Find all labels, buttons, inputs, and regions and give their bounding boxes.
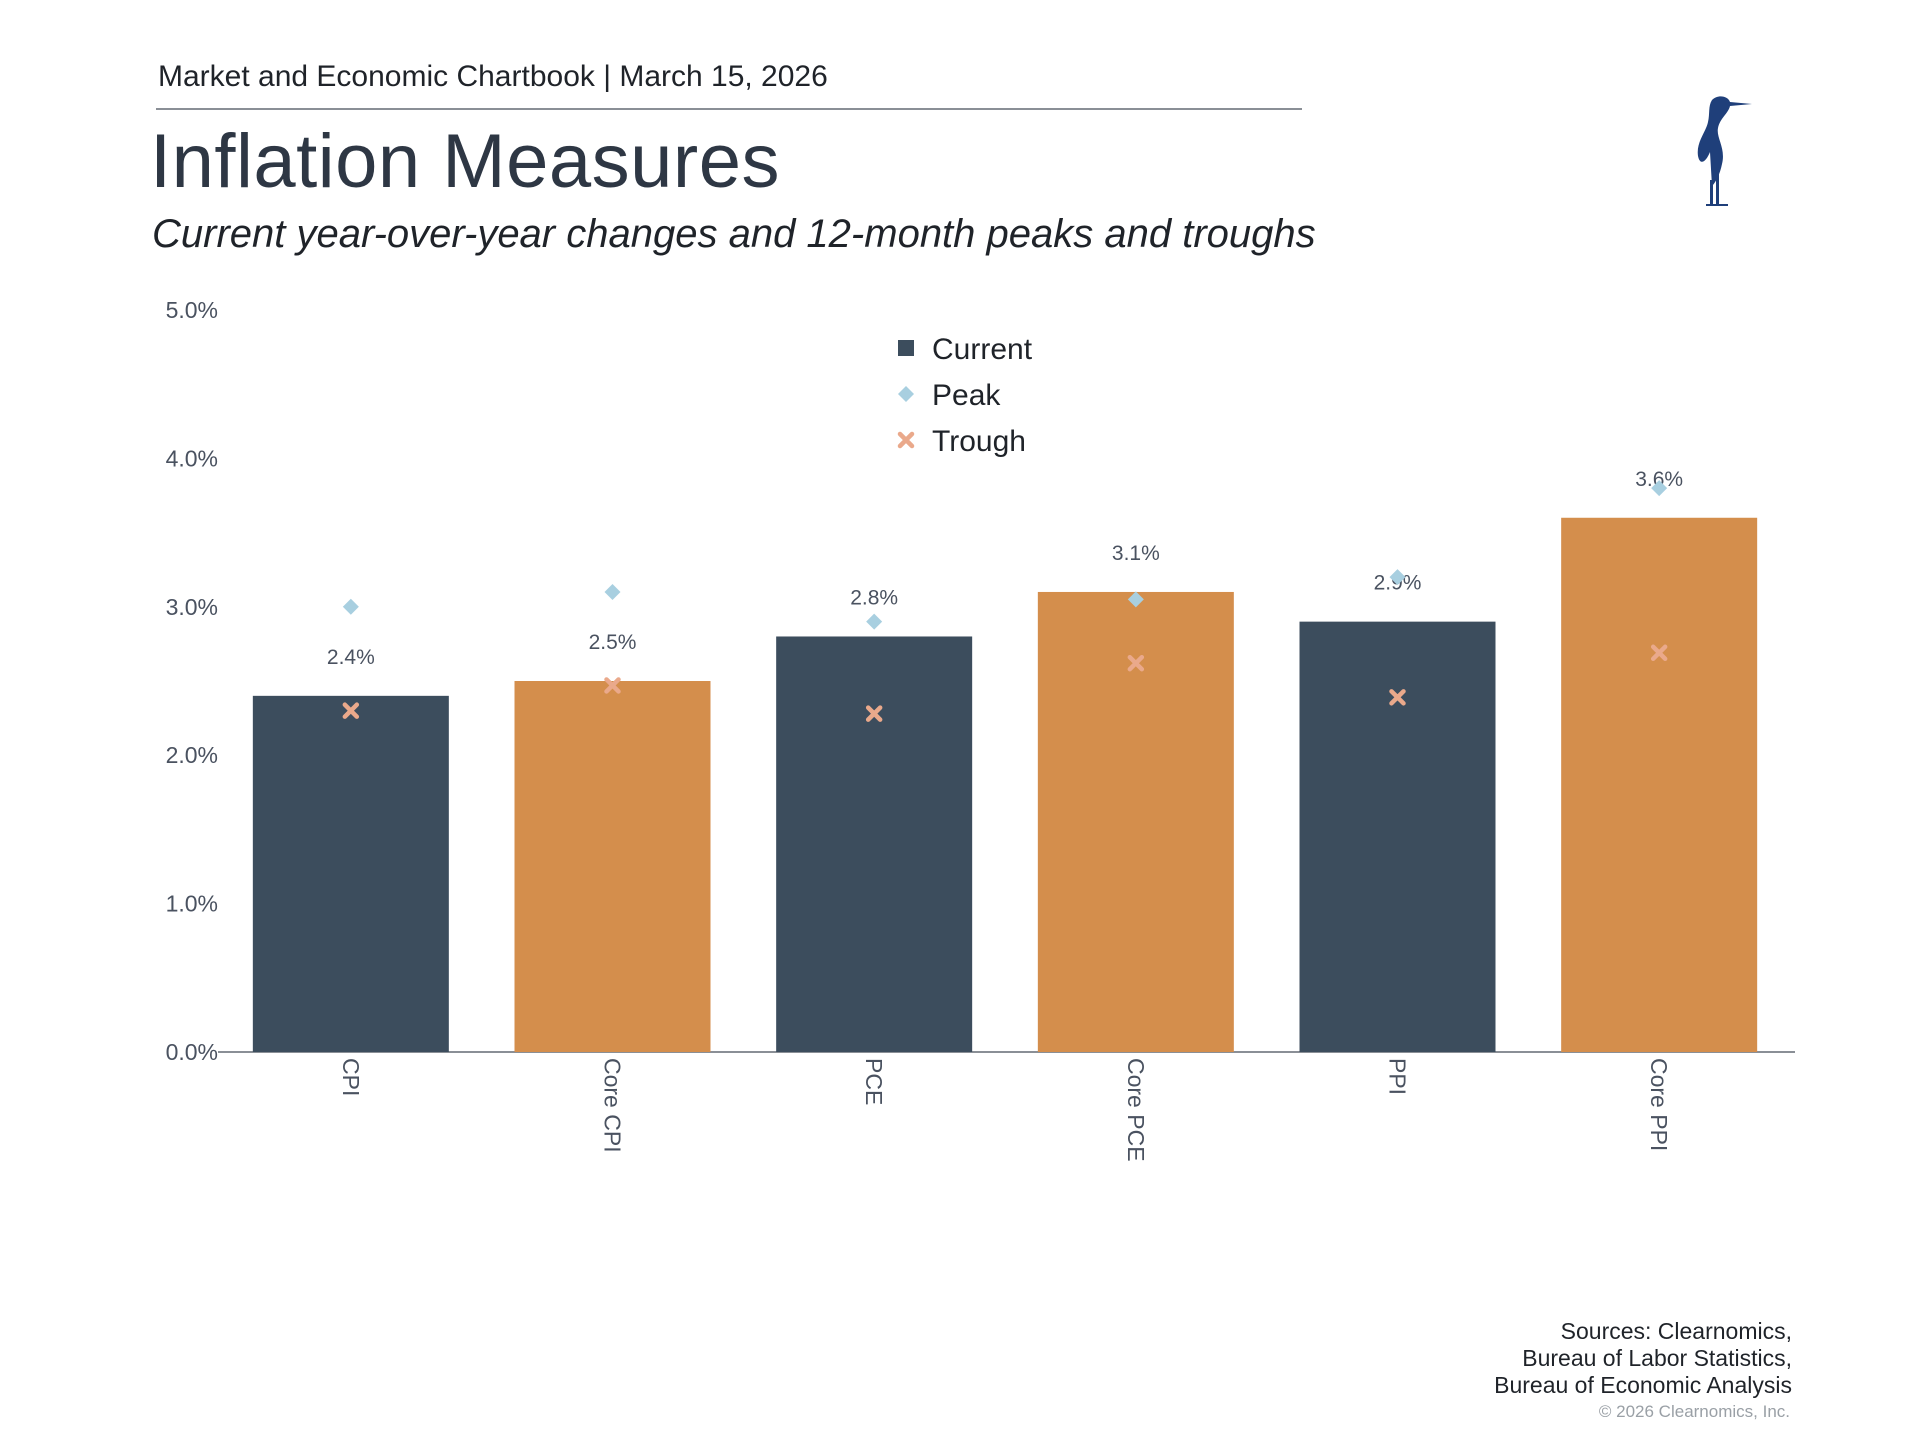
legend-peak-swatch: [898, 386, 914, 402]
bar-current: [1037, 591, 1234, 1052]
x-tick-label: PCE: [861, 1058, 887, 1105]
peak-marker: [342, 598, 359, 615]
data-label: 2.8%: [850, 586, 898, 609]
peak-marker: [1651, 480, 1668, 497]
peak-marker: [604, 583, 621, 600]
data-label: 3.1%: [1112, 542, 1160, 565]
peak-marker: [866, 613, 883, 630]
y-tick-label: 4.0%: [166, 445, 218, 471]
data-label: 2.4%: [327, 646, 375, 669]
source-line: Sources: Clearnomics,: [1560, 1318, 1792, 1344]
peak-marker: [1389, 569, 1406, 586]
source-line: Bureau of Economic Analysis: [1494, 1372, 1792, 1398]
legend-label: Trough: [932, 425, 1026, 458]
bar-current: [1561, 517, 1758, 1052]
bar-current: [514, 681, 711, 1052]
peak-marker: [1127, 591, 1144, 608]
header-divider: [156, 108, 1302, 110]
legend-label: Peak: [932, 379, 1001, 412]
trough-marker: [342, 702, 360, 719]
sources-note: Sources: Clearnomics, Bureau of Labor St…: [1494, 1318, 1792, 1399]
trough-marker: [865, 705, 883, 722]
trough-marker: [604, 677, 621, 694]
legend-label: Current: [932, 333, 1033, 366]
chartbook-header: Market and Economic Chartbook | March 15…: [158, 60, 828, 93]
x-tick-label: CPI: [338, 1058, 364, 1096]
y-tick-label: 3.0%: [166, 594, 218, 620]
y-tick-label: 2.0%: [166, 742, 218, 768]
legend-trough-swatch: [897, 431, 915, 449]
y-tick-label: 1.0%: [166, 891, 218, 917]
x-tick-label: Core PPI: [1646, 1058, 1672, 1151]
bar-current: [252, 695, 449, 1052]
trough-marker: [1650, 644, 1668, 662]
legend-current-swatch: [898, 340, 914, 356]
x-tick-label: Core PCE: [1123, 1058, 1149, 1162]
bar-current: [1299, 621, 1496, 1052]
x-tick-label: Core CPI: [600, 1058, 626, 1153]
heron-logo-icon: [1672, 92, 1760, 212]
trough-marker: [1389, 689, 1406, 706]
y-tick-label: 5.0%: [166, 297, 218, 323]
trough-marker: [1127, 654, 1145, 672]
source-line: Bureau of Labor Statistics,: [1522, 1345, 1792, 1371]
data-label: 3.6%: [1635, 468, 1683, 491]
page-title: Inflation Measures: [150, 119, 780, 204]
data-label: 2.5%: [589, 631, 637, 654]
bar-current: [776, 636, 973, 1052]
y-tick-label: 0.0%: [166, 1039, 218, 1065]
x-tick-label: PPI: [1385, 1058, 1411, 1095]
page-subtitle: Current year-over-year changes and 12-mo…: [152, 212, 1316, 256]
copyright-note: © 2026 Clearnomics, Inc.: [1598, 1402, 1790, 1421]
